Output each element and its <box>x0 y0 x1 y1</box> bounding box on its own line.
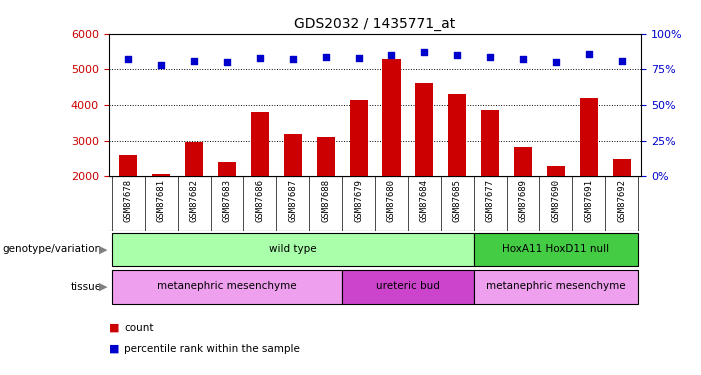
Point <box>616 58 627 64</box>
Text: GSM87680: GSM87680 <box>387 179 396 222</box>
Bar <box>613 159 631 176</box>
Text: GSM87685: GSM87685 <box>453 179 462 222</box>
Text: GSM87691: GSM87691 <box>585 179 593 222</box>
Bar <box>112 232 474 266</box>
Point <box>287 56 299 62</box>
Text: ■: ■ <box>109 323 119 333</box>
Bar <box>152 174 170 176</box>
Text: GSM87692: GSM87692 <box>617 179 626 222</box>
Bar <box>218 162 236 176</box>
Point <box>517 56 529 62</box>
Point <box>156 62 167 68</box>
Bar <box>342 270 474 304</box>
Point <box>484 54 496 60</box>
Point <box>550 59 562 65</box>
Text: GSM87683: GSM87683 <box>222 179 231 222</box>
Bar <box>112 270 342 304</box>
Text: GSM87679: GSM87679 <box>354 179 363 222</box>
Text: ▶: ▶ <box>99 244 107 254</box>
Text: GSM87686: GSM87686 <box>255 179 264 222</box>
Text: metanephric mesenchyme: metanephric mesenchyme <box>486 281 626 291</box>
Bar <box>448 94 466 176</box>
Bar <box>284 134 302 176</box>
Bar <box>383 59 400 176</box>
Text: GSM87682: GSM87682 <box>190 179 198 222</box>
Point <box>123 56 134 62</box>
Text: percentile rank within the sample: percentile rank within the sample <box>124 344 300 354</box>
Bar <box>514 147 532 176</box>
Bar <box>317 137 335 176</box>
Point <box>222 59 233 65</box>
Bar <box>350 100 367 176</box>
Point <box>320 54 332 60</box>
Text: GSM87688: GSM87688 <box>321 179 330 222</box>
Bar <box>415 83 433 176</box>
Text: genotype/variation: genotype/variation <box>3 244 102 254</box>
Text: ■: ■ <box>109 344 119 354</box>
Point <box>418 49 430 55</box>
Point <box>254 55 266 61</box>
Bar <box>185 142 203 176</box>
Point <box>353 55 365 61</box>
Text: tissue: tissue <box>71 282 102 292</box>
Text: ureteric bud: ureteric bud <box>376 281 440 291</box>
Bar <box>474 270 638 304</box>
Text: GSM87687: GSM87687 <box>288 179 297 222</box>
Bar <box>547 166 565 176</box>
Point <box>386 52 397 58</box>
Bar <box>580 98 598 176</box>
Text: HoxA11 HoxD11 null: HoxA11 HoxD11 null <box>503 244 609 254</box>
Text: ▶: ▶ <box>99 282 107 292</box>
Text: GSM87690: GSM87690 <box>552 179 560 222</box>
Title: GDS2032 / 1435771_at: GDS2032 / 1435771_at <box>294 17 456 32</box>
Bar <box>474 232 638 266</box>
Bar <box>251 112 269 176</box>
Text: GSM87681: GSM87681 <box>157 179 165 222</box>
Text: GSM87689: GSM87689 <box>519 179 528 222</box>
Bar <box>119 155 137 176</box>
Text: GSM87684: GSM87684 <box>420 179 429 222</box>
Bar <box>481 110 499 176</box>
Text: GSM87678: GSM87678 <box>124 179 133 222</box>
Text: metanephric mesenchyme: metanephric mesenchyme <box>157 281 297 291</box>
Text: GSM87677: GSM87677 <box>486 179 495 222</box>
Text: wild type: wild type <box>269 244 317 254</box>
Point <box>583 51 594 57</box>
Point <box>451 52 463 58</box>
Text: count: count <box>124 323 154 333</box>
Point <box>189 58 200 64</box>
